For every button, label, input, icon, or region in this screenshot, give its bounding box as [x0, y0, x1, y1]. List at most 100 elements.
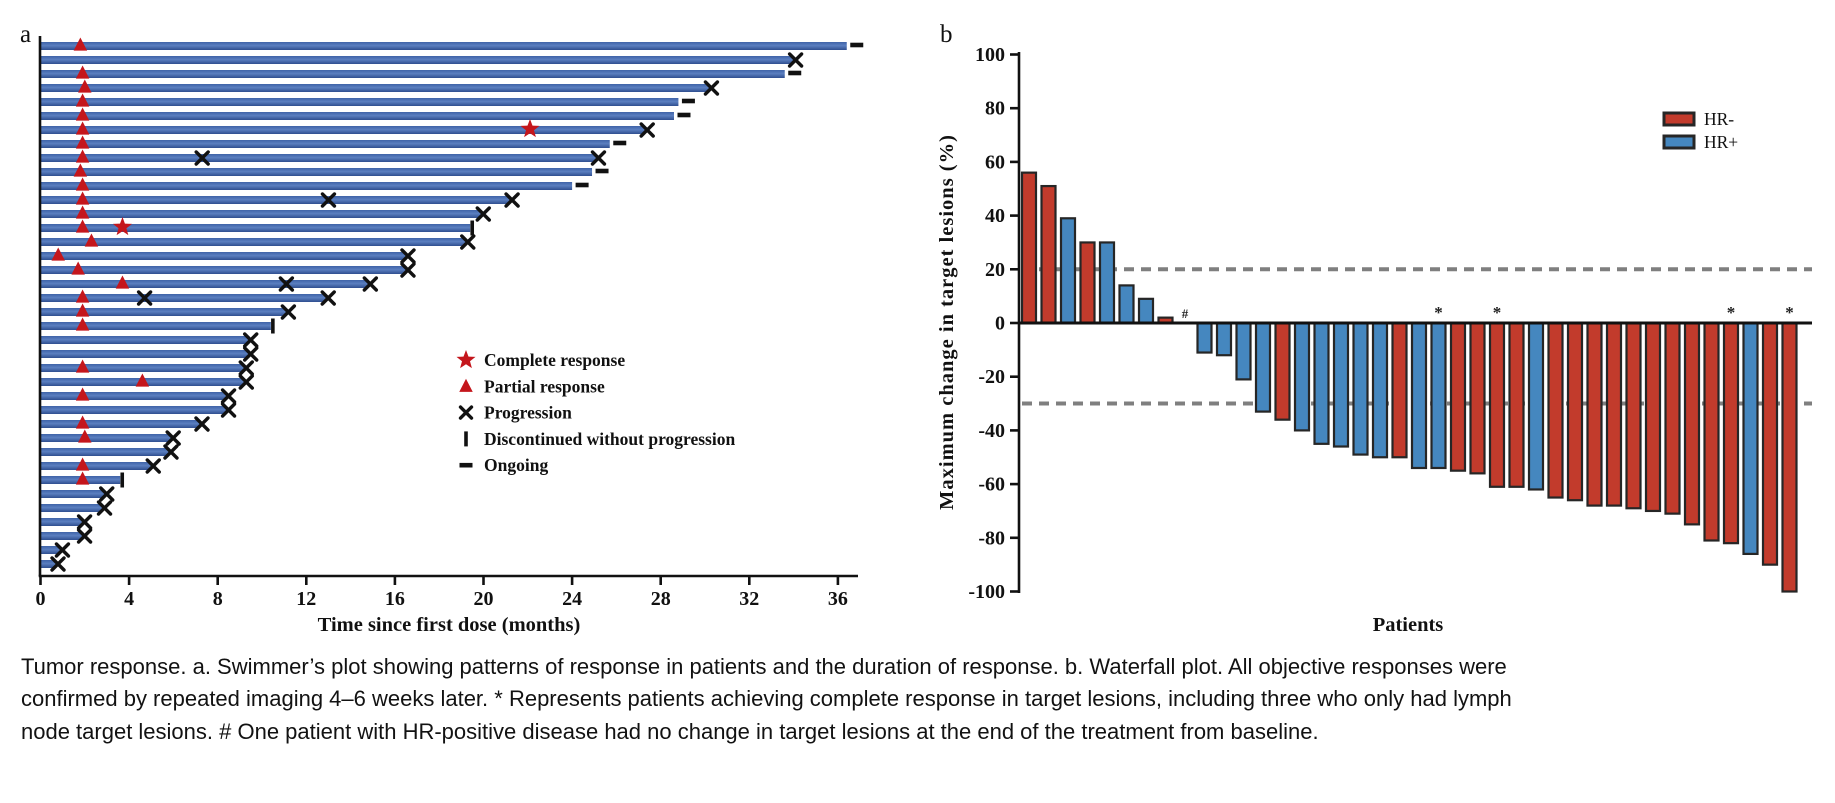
- progression-x-marker: [787, 52, 804, 68]
- partial-response-triangle-marker: [75, 135, 90, 149]
- waterfall-bar-hrneg: [1644, 321, 1662, 513]
- legend-star-icon: [456, 350, 476, 369]
- waterfall-bar-hrneg: [1547, 321, 1564, 499]
- waterfall-bar-hrneg: [1703, 321, 1720, 542]
- swimmer-legend-item: Partial response: [459, 376, 605, 396]
- waterfall-y-tick-label: 60: [985, 151, 1005, 173]
- legend-triangle-icon: [459, 378, 473, 392]
- progression-x-marker: [400, 248, 416, 264]
- waterfall-bar-hrneg: [1605, 321, 1623, 507]
- swimmer-x-tick-label: 28: [651, 588, 671, 610]
- complete-response-star-marker: [520, 119, 540, 138]
- partial-response-triangle-marker: [84, 233, 99, 247]
- ongoing-dash-marker: [677, 112, 691, 118]
- partial-response-triangle-marker: [75, 191, 90, 205]
- waterfall-bar-hrneg: [1586, 321, 1603, 507]
- swimmer-bar: [41, 280, 369, 288]
- swimmer-x-tick-label: 36: [828, 588, 848, 610]
- swimmer-bar: [41, 168, 593, 176]
- waterfall-y-tick-label: -40: [978, 420, 1005, 442]
- waterfall-bar-hrpos: [1371, 321, 1389, 459]
- progression-x-marker: [703, 80, 720, 96]
- partial-response-triangle-marker: [75, 149, 90, 163]
- progression-x-marker: [194, 416, 210, 432]
- progression-x-marker: [220, 388, 237, 404]
- swimmer-bar: [41, 84, 710, 92]
- progression-x-marker: [460, 234, 476, 250]
- partial-response-triangle-marker: [135, 373, 150, 387]
- waterfall-bar-hrneg: [1040, 184, 1057, 325]
- swimmer-bar: [41, 518, 83, 526]
- waterfall-bar-hrneg: [1781, 321, 1798, 593]
- waterfall-y-tick-label: -100: [968, 581, 1005, 603]
- progression-x-marker: [320, 192, 337, 208]
- swimmer-legend-item: Discontinued without progression: [464, 429, 735, 449]
- swimmer-bar: [41, 490, 105, 498]
- ongoing-dash-marker: [575, 182, 589, 188]
- progression-x-marker: [278, 276, 295, 292]
- progression-x-marker: [136, 290, 153, 306]
- waterfall-bar-hrpos: [1098, 241, 1116, 325]
- partial-response-triangle-marker: [75, 205, 90, 219]
- swimmer-x-tick-label: 0: [36, 588, 46, 610]
- waterfall-y-axis-title: Maximum change in target lesions (%): [936, 134, 958, 510]
- panel-b-label: b: [940, 21, 953, 48]
- progression-x-marker: [320, 290, 336, 306]
- swimmer-bar: [41, 532, 83, 540]
- waterfall-bar-hrneg: [1469, 321, 1486, 475]
- waterfall-bar-hrpos: [1293, 321, 1311, 432]
- ongoing-dash-marker: [595, 168, 609, 174]
- zero-change-hash-annotation: #: [1182, 306, 1189, 321]
- legend-x-icon: [458, 405, 474, 420]
- swimmer-bar: [41, 42, 847, 50]
- swimmer-bar: [41, 406, 227, 414]
- swimmer-bar: [41, 140, 610, 148]
- waterfall-bar-hrneg: [1274, 321, 1291, 421]
- waterfall-y-tick-label: 20: [985, 259, 1005, 281]
- legend-vbar-icon: [464, 431, 468, 447]
- waterfall-bar-hrneg: [1391, 321, 1408, 459]
- partial-response-triangle-marker: [75, 219, 90, 233]
- discontinued-marker: [271, 318, 275, 334]
- swimmer-legend-label: Progression: [484, 403, 572, 423]
- waterfall-bar-hrneg: [1508, 321, 1525, 488]
- swimmer-bar: [41, 70, 785, 78]
- waterfall-y-tick-label: 0: [995, 313, 1005, 335]
- swimmer-bar: [41, 182, 573, 190]
- waterfall-bar-hrneg: [1683, 321, 1701, 526]
- ongoing-dash-marker: [850, 42, 864, 48]
- waterfall-bar-hrpos: [1332, 321, 1350, 448]
- progression-x-marker: [220, 402, 237, 418]
- swimmer-bar: [41, 434, 172, 442]
- swimmer-legend-label: Ongoing: [484, 455, 548, 475]
- waterfall-bar-hrneg: [1664, 321, 1681, 515]
- complete-response-asterisk-annotation: *: [1434, 303, 1443, 322]
- swimmer-bar: [41, 322, 271, 330]
- waterfall-bar-hrpos: [1410, 321, 1428, 470]
- figure-caption: Tumor response. a. Swimmer’s plot showin…: [21, 654, 1512, 744]
- progression-x-marker: [243, 332, 259, 348]
- waterfall-bar-hrpos: [1527, 321, 1545, 491]
- swimmer-x-tick-label: 4: [124, 588, 134, 610]
- swimmer-legend-item: Complete response: [456, 350, 625, 370]
- progression-x-marker: [145, 458, 161, 474]
- waterfall-y-tick-label: -20: [978, 366, 1005, 388]
- swimmer-bar: [41, 224, 471, 232]
- ongoing-dash-marker: [613, 140, 627, 146]
- waterfall-bar-hrpos: [1352, 321, 1369, 456]
- progression-x-marker: [238, 374, 254, 390]
- waterfall-bar-hrneg: [1722, 321, 1740, 545]
- ongoing-dash-marker: [681, 98, 695, 104]
- complete-response-asterisk-annotation: *: [1785, 303, 1794, 322]
- waterfall-bar-hrneg: [1488, 321, 1506, 488]
- swimmer-legend-item: Progression: [458, 403, 572, 423]
- swimmer-bar: [41, 154, 597, 162]
- waterfall-legend-item: HR-: [1662, 109, 1734, 129]
- waterfall-bar-hrneg: [1449, 321, 1467, 472]
- partial-response-triangle-marker: [78, 429, 92, 443]
- progression-x-marker: [99, 486, 115, 502]
- partial-response-triangle-marker: [75, 387, 90, 401]
- waterfall-chart-area: 100 80 60 40 20 0 -20 -40 -60 -80 -100 # * * * * HR- HR+: [968, 44, 1812, 603]
- partial-response-triangle-marker: [75, 289, 90, 303]
- swimmer-bar: [41, 560, 57, 568]
